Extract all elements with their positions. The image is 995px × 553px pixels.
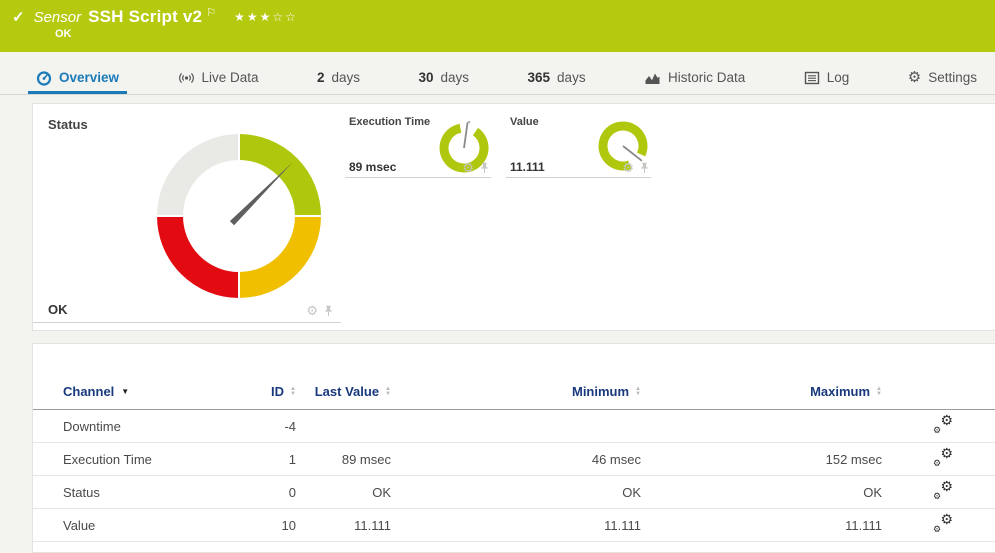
sort-icon: ▲ ▼ xyxy=(635,386,641,397)
tab-number: 2 xyxy=(317,70,325,85)
execution-time-gauge-title: Execution Time xyxy=(349,116,431,128)
tab-number: 30 xyxy=(418,70,434,85)
sensor-title: SSH Script v2 xyxy=(88,7,203,26)
gauge-icon xyxy=(36,70,52,86)
tab-label: days xyxy=(331,70,361,85)
sensor-status-text: OK xyxy=(55,28,72,40)
tab-label: Historic Data xyxy=(668,70,746,85)
execution-time-gauge-widget: Execution Time 89 msec ⚙ xyxy=(345,112,491,178)
value-gauge-value: 11.111 xyxy=(510,160,545,174)
cell-id: 1 xyxy=(288,451,296,467)
tab-bar: Overview Live Data 2 days 30 days 365 da… xyxy=(0,52,995,95)
tab-label: Settings xyxy=(928,70,977,85)
gauge-needle xyxy=(463,122,469,149)
widget-settings-gear-icon[interactable]: ⚙ xyxy=(622,160,634,175)
sort-icon: ▲ ▼ xyxy=(385,386,391,397)
cell-channel: Execution Time xyxy=(63,451,152,467)
column-header-maximum[interactable]: Maximum ▲ ▼ xyxy=(810,384,882,399)
channel-settings-gears-icon[interactable]: ⚙ ⚙ xyxy=(933,511,953,534)
cell-id: -4 xyxy=(284,418,296,434)
stars-filled[interactable]: ★★★ xyxy=(234,10,273,24)
stars-empty[interactable]: ☆☆ xyxy=(272,10,298,24)
widget-pin-icon[interactable] xyxy=(324,305,333,317)
sort-icon: ▲ ▼ xyxy=(876,386,882,397)
column-header-minimum[interactable]: Minimum ▲ ▼ xyxy=(571,384,641,399)
channel-settings-gears-icon[interactable]: ⚙ ⚙ xyxy=(933,445,953,468)
widget-settings-gear-icon[interactable]: ⚙ xyxy=(462,160,474,175)
tab-label: Overview xyxy=(59,70,120,85)
sort-icon: ▲ ▼ xyxy=(290,386,296,397)
status-check-icon: ✓ xyxy=(12,9,25,26)
widget-settings-gear-icon[interactable]: ⚙ xyxy=(306,303,318,318)
gauge-segment-down xyxy=(157,215,240,298)
tab-label: Log xyxy=(826,70,850,85)
cell-id: 10 xyxy=(281,517,296,533)
gauge-segment-warning xyxy=(238,215,321,298)
cell-last-value: OK xyxy=(372,484,391,500)
cell-minimum: 11.111 xyxy=(604,517,641,533)
value-gauge-title: Value xyxy=(510,116,539,128)
tab-log[interactable]: Log xyxy=(796,52,858,94)
table-row-downtime: Downtime -4 ⚙ ⚙ xyxy=(33,410,995,443)
tab-live-data[interactable]: Live Data xyxy=(170,52,267,94)
tab-settings[interactable]: ⚙ Settings xyxy=(900,52,985,94)
execution-time-gauge xyxy=(439,120,489,173)
gauge-needle xyxy=(622,145,643,162)
cell-id: 0 xyxy=(288,484,296,500)
gauge-needle xyxy=(229,162,293,226)
tab-overview[interactable]: Overview xyxy=(28,52,128,94)
status-gauge xyxy=(154,131,324,299)
cell-maximum: 11.111 xyxy=(845,517,882,533)
priority-flag-icon[interactable]: ⚐ xyxy=(206,7,217,19)
gauges-panel: Status OK ⚙ Execution Time xyxy=(32,103,995,331)
channel-table-panel: Channel ▼ ID ▲ ▼ Last Value ▲ ▼ Minimum ▲ ▼… xyxy=(32,343,995,553)
status-gauge-widget: Status OK ⚙ xyxy=(33,104,341,323)
widget-pin-icon[interactable] xyxy=(640,162,649,174)
channel-table-header: Channel ▼ ID ▲ ▼ Last Value ▲ ▼ Minimum ▲ ▼… xyxy=(33,344,995,410)
widget-pin-icon[interactable] xyxy=(480,162,489,174)
log-list-icon xyxy=(804,71,820,85)
table-row-execution-time: Execution Time 1 89 msec 46 msec 152 mse… xyxy=(33,443,995,476)
column-header-channel[interactable]: Channel ▼ xyxy=(63,384,130,399)
sensor-header: ✓ Sensor SSH Script v2 ⚐ ★★★☆☆ OK xyxy=(0,0,995,52)
tab-label: Live Data xyxy=(201,70,259,85)
tab-365-days[interactable]: 365 days xyxy=(520,52,594,94)
gauge-segment-none xyxy=(157,134,240,217)
tab-2-days[interactable]: 2 days xyxy=(309,52,368,94)
cell-maximum: OK xyxy=(863,484,882,500)
status-gauge-title: Status xyxy=(48,117,88,132)
object-kind-label: Sensor xyxy=(33,9,82,26)
tab-label: days xyxy=(440,70,470,85)
cell-maximum: 152 msec xyxy=(825,451,882,467)
execution-time-gauge-value: 89 msec xyxy=(349,160,397,174)
cell-last-value: 11.111 xyxy=(354,517,391,533)
cell-channel: Value xyxy=(63,517,96,533)
table-row-value: Value 10 11.111 11.111 11.111 ⚙ ⚙ xyxy=(33,509,995,542)
cell-last-value: 89 msec xyxy=(341,451,391,467)
tab-number: 365 xyxy=(527,70,551,85)
cell-minimum: 46 msec xyxy=(591,451,641,467)
cell-minimum: OK xyxy=(622,484,641,500)
status-gauge-value: OK xyxy=(48,302,68,317)
value-gauge-widget: Value 11.111 ⚙ xyxy=(506,112,651,178)
cell-channel: Status xyxy=(63,484,100,500)
tab-label: days xyxy=(557,70,586,85)
cell-channel: Downtime xyxy=(63,418,121,434)
area-chart-icon xyxy=(644,71,661,85)
value-gauge xyxy=(598,121,648,171)
column-header-id[interactable]: ID ▲ ▼ xyxy=(271,384,296,399)
sort-desc-icon: ▼ xyxy=(121,387,130,396)
tab-historic-data[interactable]: Historic Data xyxy=(636,52,753,94)
gear-icon: ⚙ xyxy=(907,69,922,86)
table-row-status: Status 0 OK OK OK ⚙ ⚙ xyxy=(33,476,995,509)
channel-settings-gears-icon[interactable]: ⚙ ⚙ xyxy=(933,478,953,501)
live-broadcast-icon xyxy=(178,71,195,85)
column-header-last-value[interactable]: Last Value ▲ ▼ xyxy=(314,384,391,399)
channel-settings-gears-icon[interactable]: ⚙ ⚙ xyxy=(933,412,953,435)
tab-30-days[interactable]: 30 days xyxy=(411,52,478,94)
priority-stars[interactable]: ★★★☆☆ xyxy=(234,10,298,24)
